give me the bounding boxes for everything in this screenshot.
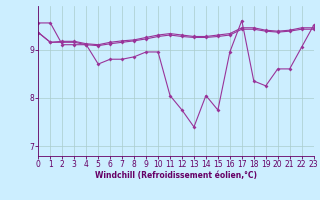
X-axis label: Windchill (Refroidissement éolien,°C): Windchill (Refroidissement éolien,°C) — [95, 171, 257, 180]
